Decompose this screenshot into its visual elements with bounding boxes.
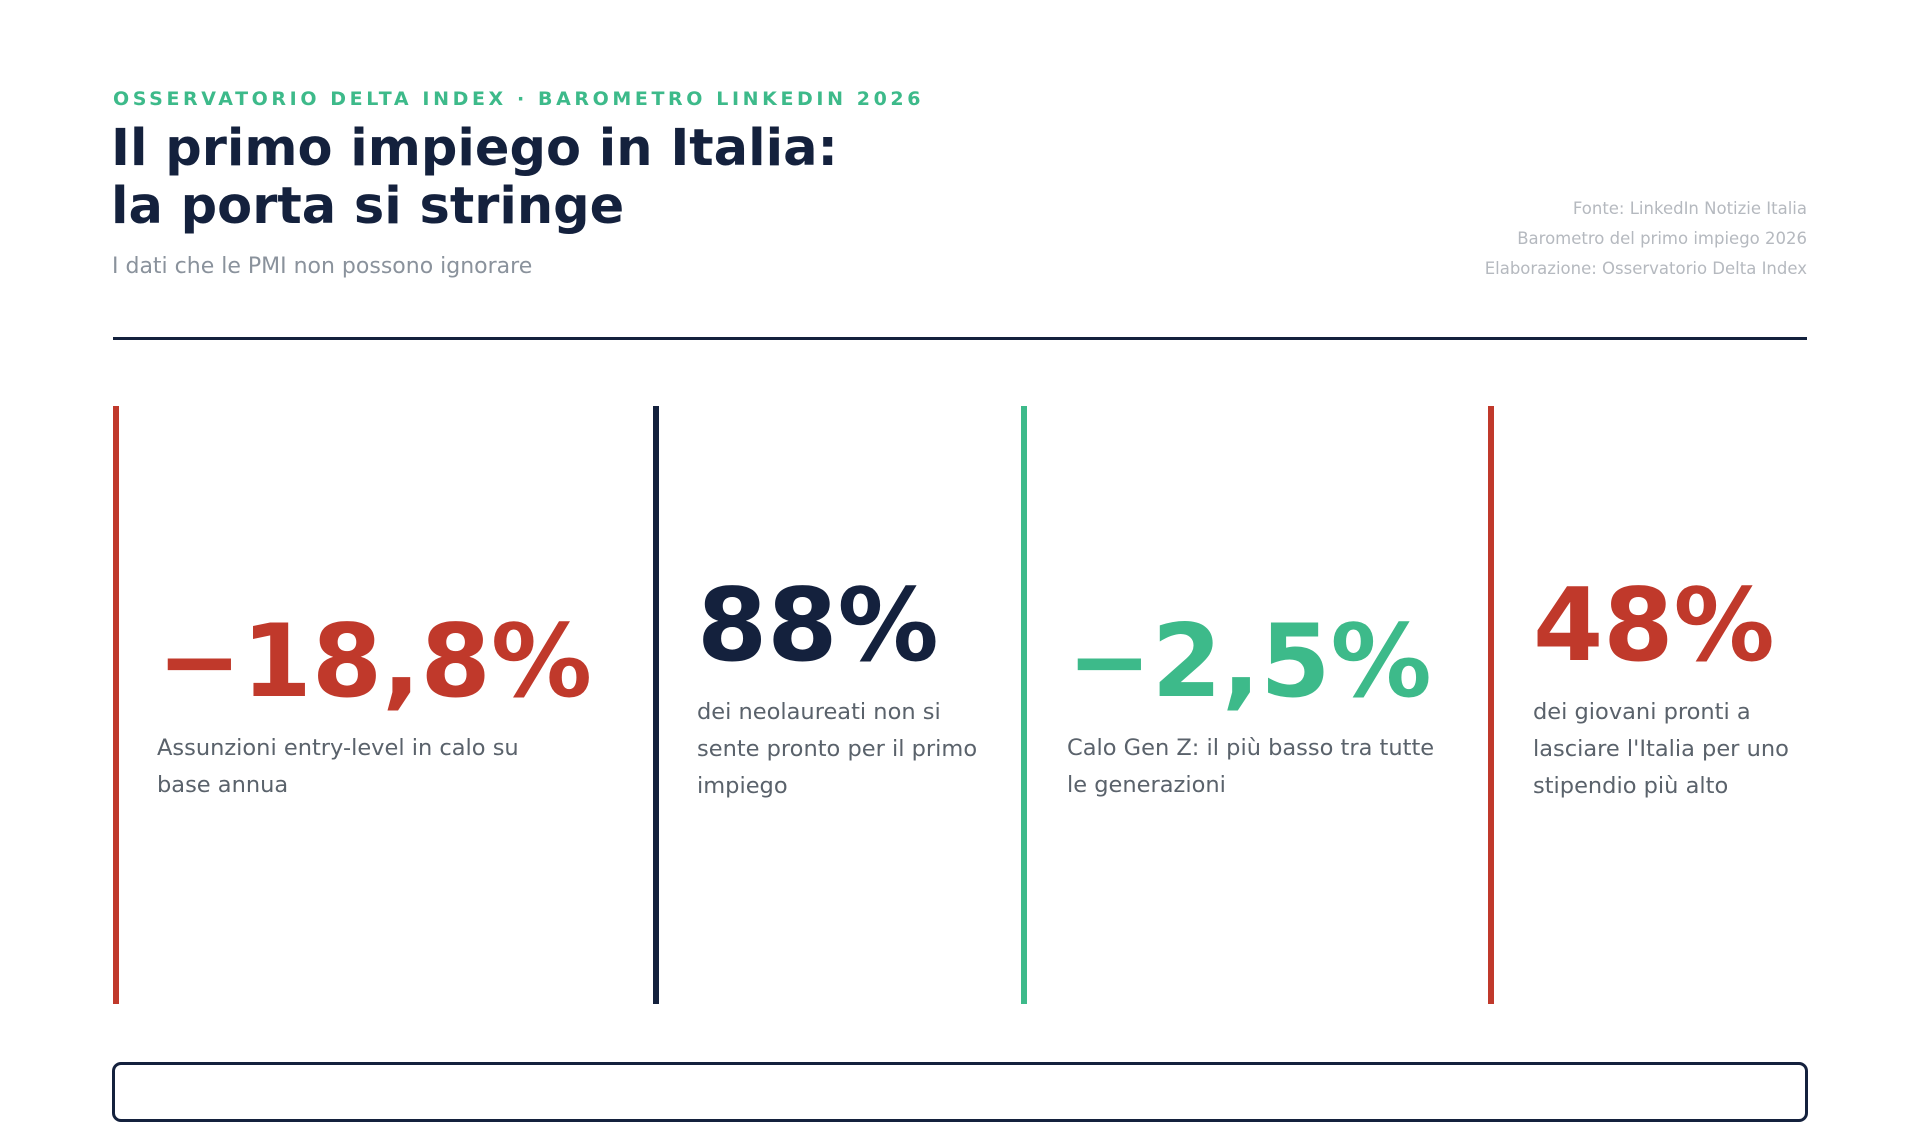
stat-card-giovani: 48% dei giovani pronti a lasciare l'Ital… <box>1488 406 1818 1004</box>
page-subtitle: I dati che le PMI non possono ignorare <box>112 254 533 279</box>
source-credits: Fonte: LinkedIn Notizie Italia Barometro… <box>1485 194 1807 284</box>
stat-description: Assunzioni entry-level in calo su base a… <box>157 735 519 798</box>
header-divider <box>113 337 1807 340</box>
bottom-panel <box>112 1062 1808 1122</box>
stat-value: −18,8% <box>157 602 593 720</box>
stat-value: −2,5% <box>1067 602 1432 720</box>
stat-card-neolaureati: 88% dei neolaureati non si sente pronto … <box>653 406 1021 1004</box>
source-line: Fonte: LinkedIn Notizie Italia <box>1572 199 1807 218</box>
title-line-2: la porta si stringe <box>111 177 625 236</box>
stat-description: dei neolaureati non si sente pronto per … <box>697 698 978 799</box>
eyebrow-label: OSSERVATORIO DELTA INDEX · BAROMETRO LIN… <box>113 88 925 110</box>
stat-card-entry-level: −18,8% Assunzioni entry-level in calo su… <box>113 406 653 1004</box>
stat-value: 48% <box>1533 565 1775 684</box>
title-line-1: Il primo impiego in Italia: <box>111 119 838 178</box>
stat-description: Calo Gen Z: il più basso tra tutte le ge… <box>1067 735 1435 798</box>
stat-card-gen-z: −2,5% Calo Gen Z: il più basso tra tutte… <box>1021 406 1488 1004</box>
source-line: Elaborazione: Osservatorio Delta Index <box>1484 259 1807 278</box>
page-title: Il primo impiego in Italia: la porta si … <box>111 120 838 236</box>
stat-value: 88% <box>697 565 939 684</box>
stat-description: dei giovani pronti a lasciare l'Italia p… <box>1533 698 1789 799</box>
source-line: Barometro del primo impiego 2026 <box>1517 229 1807 248</box>
